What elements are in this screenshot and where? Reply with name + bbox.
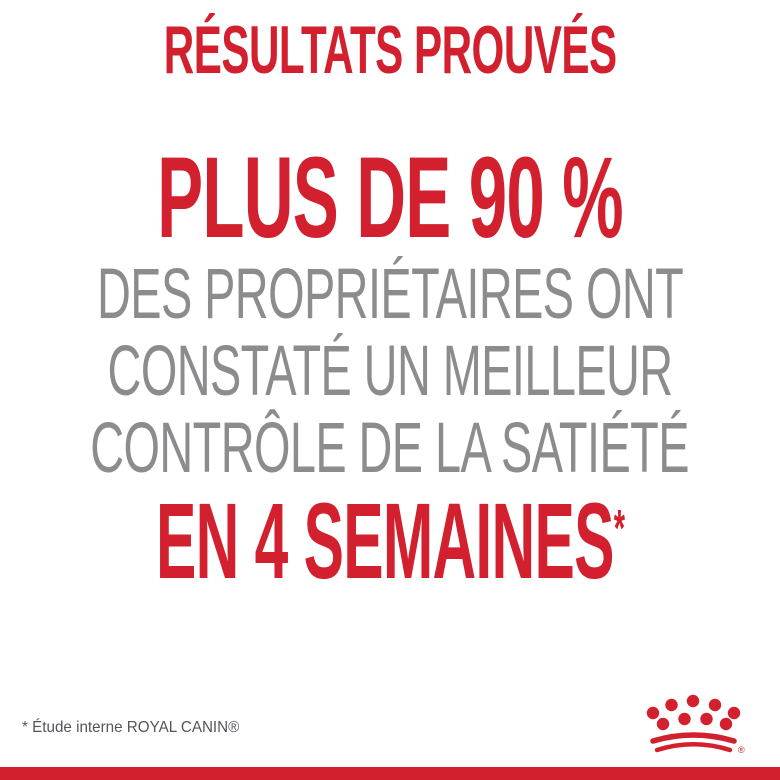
page-title: RÉSULTATS PROUVÉS [163, 12, 617, 88]
section-title-row: RÉSULTATS PROUVÉS [0, 16, 780, 84]
claim-body: DES PROPRIÉTAIRES ONT CONSTATÉ UN MEILLE… [0, 256, 780, 487]
highlight-text: EN 4 SEMAINES* [156, 487, 625, 595]
claim-body-text-3: CONTRÔLE DE LA SATIÉTÉ [90, 409, 690, 488]
highlight-duration: EN 4 SEMAINES [155, 480, 614, 601]
logo-registered-mark: ® [738, 745, 745, 755]
footnote-asterisk: * [613, 498, 625, 557]
footnote-text: * Étude interne ROYAL CANIN® [22, 719, 240, 736]
claim-body-text-2: CONSTATÉ UN MEILLEUR [107, 332, 673, 411]
headline-row: PLUS DE 90 % [0, 141, 780, 256]
highlight-row: EN 4 SEMAINES* [0, 487, 780, 595]
headline-stat: PLUS DE 90 % [157, 134, 623, 262]
royal-canin-crown-icon: ® [646, 694, 745, 755]
bottom-red-bar [0, 767, 780, 780]
claim-body-text-1: DES PROPRIÉTAIRES ONT [96, 255, 684, 334]
claim-body-line: CONTRÔLE DE LA SATIÉTÉ [0, 410, 780, 487]
claim-body-line: CONSTATÉ UN MEILLEUR [0, 333, 780, 410]
claim-body-line: DES PROPRIÉTAIRES ONT [0, 256, 780, 333]
